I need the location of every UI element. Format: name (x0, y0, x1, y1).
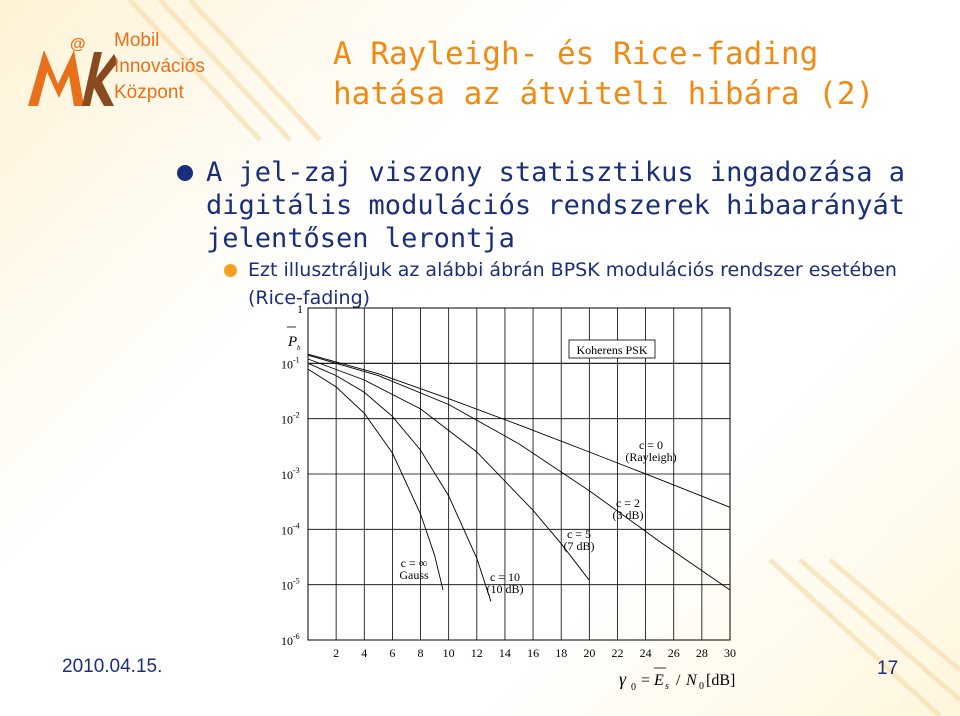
x-tick-label-13: 28 (696, 646, 708, 660)
x-tick-label-12: 26 (668, 646, 680, 660)
slide-date: 2010.04.15. (62, 656, 163, 677)
x-tick-labels: 2 4 6 8 10 12 14 16 18 20 22 24 26 28 30 (333, 646, 736, 660)
annotation-c2-line-0: c = 2 (616, 496, 640, 510)
bullet-sub-text: Ezt illusztráljuk az alábbi ábrán BPSK m… (248, 259, 897, 309)
page-number: 17 (877, 658, 899, 679)
y-tick-base: 10 (281, 523, 293, 537)
annotation-c5-line-1: (7 dB) (564, 539, 595, 553)
y-tick-base: 10 (281, 357, 293, 371)
y-axis-label: P b (287, 326, 301, 352)
annotation-c0-line-0: c = 0 (639, 438, 663, 452)
slide-title: A Rayleigh- és Rice-fading hatása az átv… (333, 34, 874, 114)
logo-line-2: Innovációs (114, 56, 205, 77)
y-tick-exponent: -6 (293, 632, 300, 641)
annotation-c5-line-0: c = 5 (567, 527, 591, 541)
bullet-sub: Ezt illusztráljuk az alábbi ábrán BPSK m… (224, 256, 944, 312)
y-tick-label-3: 10-3 (281, 466, 300, 482)
x-label-n-sub: 0 (699, 681, 704, 692)
x-tick-label-5: 12 (471, 646, 483, 660)
chart-annotations: Koherens PSK c = 0(Rayleigh) c = 2(3 dB) c … (399, 339, 677, 596)
x-label-unit: [dB] (706, 672, 735, 689)
x-label-equals: = (641, 672, 650, 689)
y-tick-base: 10 (281, 634, 293, 648)
x-label-gamma-sub: 0 (631, 682, 636, 693)
annotation-c0-line-1: (Rayleigh) (625, 450, 676, 464)
x-tick-label-10: 22 (611, 646, 623, 660)
slide-title-line-2: hatása az átviteli hibára (2) (333, 76, 875, 112)
x-label-e: E (653, 672, 664, 689)
x-tick-label-0: 2 (333, 646, 339, 660)
y-tick-label-1: 10-1 (281, 355, 300, 371)
y-tick-label-6: 10-6 (281, 632, 300, 648)
y-tick-label-2: 10-2 (281, 411, 300, 427)
x-label-e-sub: s (665, 681, 669, 692)
x-tick-label-3: 8 (418, 646, 424, 660)
ber-chart: 110-110-210-310-410-510-6 2 4 6 8 10 12 14 16 18… (281, 302, 736, 693)
series-line-3 (307, 354, 731, 591)
y-tick-exponent: -4 (293, 521, 300, 530)
logo: @ Mobil Innovációs Központ (22, 28, 322, 118)
x-tick-label-4: 10 (443, 646, 455, 660)
y-tick-labels: 110-110-210-310-410-510-6 (281, 302, 303, 648)
x-axis-label: γ 0 = E s / N 0 [dB] (619, 667, 735, 693)
y-tick-base: 10 (281, 468, 293, 482)
annotation-c10-line-0: c = 10 (490, 570, 520, 584)
y-tick-label-5: 10-5 (281, 577, 300, 593)
y-tick-exponent: -5 (293, 577, 300, 586)
y-tick-exponent: -1 (293, 355, 300, 364)
annotation-c10-line-1: (10 dB) (487, 582, 524, 596)
series-line-2 (307, 358, 590, 581)
series-line-0 (307, 368, 444, 591)
series-line-4 (307, 353, 731, 508)
x-tick-label-11: 24 (640, 646, 652, 660)
y-tick-base: 10 (281, 413, 293, 427)
annotation-c2-line-1: (3 dB) (613, 508, 644, 522)
x-label-slash: / (676, 672, 681, 689)
series-line-1 (307, 362, 492, 602)
y-tick-base: 1 (297, 302, 303, 316)
x-tick-label-1: 4 (361, 646, 367, 660)
y-tick-exponent: -2 (293, 411, 300, 420)
annotation-cinf-line-0: c = ∞ (401, 556, 428, 570)
x-label-n: N (685, 672, 698, 689)
x-tick-label-14: 30 (724, 646, 736, 660)
y-tick-base: 10 (281, 579, 293, 593)
logo-line-3: Központ (114, 82, 184, 103)
chart-curves (307, 353, 731, 602)
logo-line-1: Mobil (114, 30, 160, 51)
x-tick-label-8: 18 (555, 646, 567, 660)
x-tick-label-9: 20 (583, 646, 595, 660)
slide-title-line-1: A Rayleigh- és Rice-fading (333, 36, 819, 72)
y-axis-label-symbol: P (287, 334, 297, 350)
annotation-cinf-line-1: Gauss (399, 568, 429, 582)
logo-mk-mark (28, 50, 118, 106)
x-tick-label-6: 14 (499, 646, 511, 660)
annotation-box-koherens (568, 339, 656, 359)
bullet-main-text: A jel-zaj viszony statisztikus ingadozás… (206, 157, 905, 254)
x-tick-label-7: 16 (527, 646, 539, 660)
bullet-dot-icon (177, 165, 193, 181)
logo-at-sign: @ (70, 36, 86, 53)
bullet-main: A jel-zaj viszony statisztikus ingadozás… (177, 156, 940, 255)
y-axis-label-sub: b (297, 344, 301, 352)
x-label-gamma: γ (619, 669, 627, 689)
annotation-koherens-line-0: Koherens PSK (577, 343, 648, 357)
y-tick-label-4: 10-4 (281, 521, 300, 537)
sub-bullet-dot-icon (224, 264, 237, 277)
y-tick-label-0: 1 (297, 302, 303, 316)
y-tick-exponent: -3 (293, 466, 300, 475)
x-tick-label-2: 6 (389, 646, 395, 660)
